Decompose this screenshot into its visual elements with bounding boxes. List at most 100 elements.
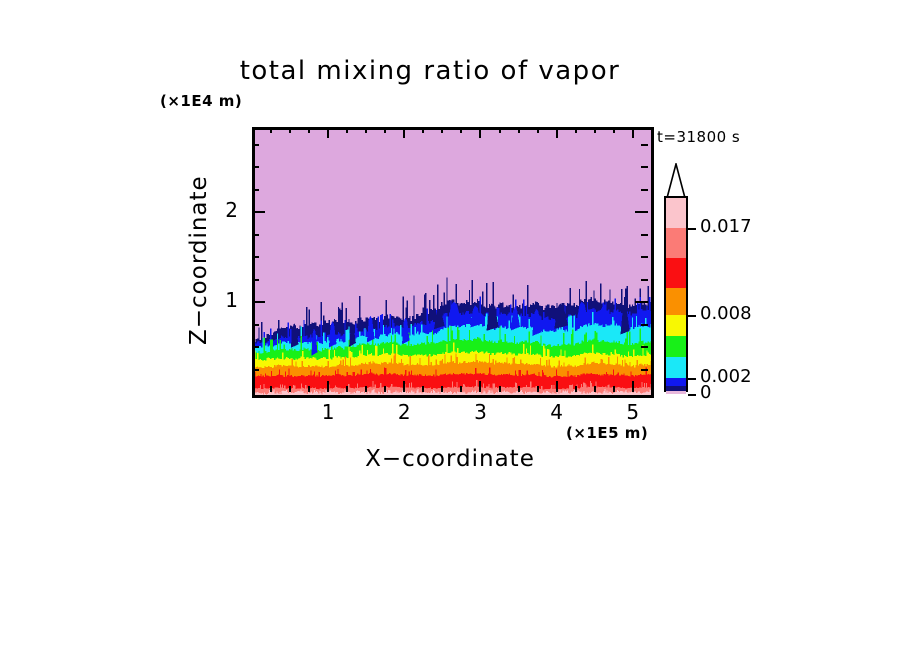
axis-tick [252,166,259,169]
colorbar-band [666,258,686,288]
colorbar-tick-label: 0.017 [700,216,752,237]
colorbar-tick-label: 0.008 [700,303,752,324]
axis-tick [403,127,406,138]
axis-tick [641,346,648,349]
axis-tick [641,256,648,259]
axis-tick [631,381,634,392]
axis-tick [479,381,482,392]
colorbar-band [666,378,686,386]
colorbar-band [666,391,686,394]
axis-tick [612,386,615,392]
contour-plume [532,308,542,336]
contour-plume [366,315,375,343]
axis-tick [593,386,596,392]
colorbar-tick [688,394,696,396]
axis-tick [574,386,577,392]
colorbar-tick [688,315,696,317]
axis-tick [252,301,265,304]
axis-tick [612,127,615,133]
y-tick-label: 1 [225,288,238,313]
time-annotation: t=31800 s [657,128,741,146]
contour-field [255,277,651,395]
axis-tick [517,386,520,392]
x-axis-title: X−coordinate [365,446,535,472]
axis-tick [641,368,648,371]
axis-tick [252,233,259,236]
x-tick-label: 1 [321,400,335,424]
axis-tick [308,386,311,392]
axis-tick [635,301,648,304]
axis-tick [252,323,259,326]
axis-tick [289,127,292,133]
colorbar-band [666,357,686,378]
axis-tick [517,127,520,133]
axis-tick [346,127,349,133]
contour-plume [434,308,445,330]
axis-tick [631,127,634,138]
axis-tick [270,127,273,133]
colorbar-tick-label: 0.002 [700,366,752,387]
page-title: total mixing ratio of vapor [239,56,621,86]
axis-tick [641,188,648,191]
contour-plume [290,323,299,348]
contour-plot-area [252,127,654,398]
axis-tick [498,127,501,133]
y-axis-title: Z−coordinate [186,175,212,345]
axis-tick [346,386,349,392]
axis-tick [365,386,368,392]
contour-plume [311,328,318,356]
colorbar-band [666,336,686,357]
contour-plume [349,324,356,347]
colorbar-arrow-icon [665,163,687,199]
x-axis-unit-label: (×1E5 m) [566,424,649,442]
axis-tick [641,233,648,236]
axis-tick [441,386,444,392]
axis-tick [641,278,648,281]
colorbar-band [666,228,686,258]
axis-tick [252,256,259,259]
contour-plume [402,317,410,345]
axis-tick [252,346,259,349]
colorbar-band [666,198,686,228]
colorbar-tick [688,228,696,230]
contour-band-surface [255,389,651,395]
axis-tick [365,127,368,133]
y-tick-label: 2 [225,198,238,223]
axis-tick [536,127,539,133]
axis-tick [384,127,387,133]
axis-tick [441,127,444,133]
colorbar-tick [688,378,696,380]
axis-tick [536,386,539,392]
colorbar-tick-label: 0 [700,382,712,403]
axis-tick [460,386,463,392]
contour-plume [470,305,482,328]
axis-tick [270,386,273,392]
contour-plume [486,303,499,331]
axis-tick [555,381,558,392]
colorbar-band [666,288,686,315]
axis-tick [641,166,648,169]
axis-tick [403,381,406,392]
x-tick-label: 5 [626,400,640,424]
axis-tick [555,127,558,138]
axis-tick [252,143,259,146]
y-axis-unit-label: (×1E4 m) [160,92,243,110]
axis-tick [252,211,265,214]
axis-tick [641,143,648,146]
axis-tick [635,211,648,214]
axis-tick [422,386,425,392]
contour-plume [576,301,589,328]
axis-tick [252,368,259,371]
colorbar-band [666,386,686,391]
colorbar-band [666,315,686,336]
contour-plume [554,303,568,329]
contour-plume [620,307,630,335]
x-tick-label: 2 [397,400,411,424]
contour-plume [510,307,520,331]
axis-tick [384,386,387,392]
axis-tick [308,127,311,133]
contour-plume [328,321,337,348]
axis-tick [479,127,482,138]
axis-tick [641,323,648,326]
